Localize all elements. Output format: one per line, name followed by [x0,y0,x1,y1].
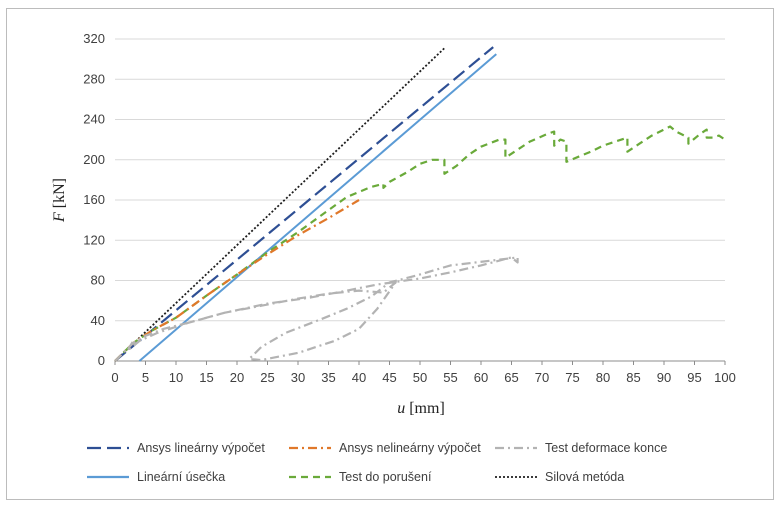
x-axis-unit: [mm] [409,400,445,417]
x-tick-label: 75 [565,370,579,385]
series-group [114,46,726,362]
y-tick-label: 320 [83,31,105,46]
y-tick-label: 240 [83,112,105,127]
y-tick-label: 120 [83,232,105,247]
x-tick-label: 30 [291,370,305,385]
y-tick-label: 80 [91,273,105,288]
x-tick-label: 45 [382,370,396,385]
x-tick-label: 25 [260,370,274,385]
series-line-3 [138,53,497,362]
x-tick-label: 55 [443,370,457,385]
y-tick-label: 200 [83,152,105,167]
x-tick-label: 50 [413,370,427,385]
y-tick-label: 160 [83,192,105,207]
x-tick-label: 35 [321,370,335,385]
series-line-4 [114,125,726,362]
x-tick-label: 100 [714,370,736,385]
y-axis-title: F [kN] [51,178,68,223]
x-tick-label: 65 [504,370,518,385]
x-tick-label: 80 [596,370,610,385]
x-tick-label: 95 [687,370,701,385]
series-line-2 [114,256,519,362]
y-tick-label: 280 [83,71,105,86]
chart-frame: 0 40 80 120 160 200 240 280 320 0 5 10 15 20 25 30 35 40 4… [6,8,774,500]
x-tick-label: 20 [230,370,244,385]
x-tick-label: 70 [535,370,549,385]
x-axis-title: u [mm] [397,400,445,417]
y-tick-label: 0 [98,353,105,368]
legend-label-4: Test do porušení [339,470,432,484]
x-tick-label: 5 [142,370,149,385]
tick-labels: 0 40 80 120 160 200 240 280 320 0 5 10 15 20 25 30 35 40 4… [83,31,736,385]
x-tick-label: 15 [199,370,213,385]
series-line-5 [114,46,447,362]
legend-label-3: Lineární úsečka [137,470,225,484]
legend-label-2: Test deformace konce [545,441,667,455]
x-tick-label: 85 [626,370,640,385]
grid-lines [115,38,725,322]
series-line-0 [114,46,494,362]
x-tick-label: 0 [111,370,118,385]
y-axis-variable: F [51,212,68,223]
x-tick-label: 10 [169,370,183,385]
legend-label-0: Ansys lineárny výpočet [137,441,265,455]
y-tick-label: 40 [91,313,105,328]
axes [114,360,726,365]
legend-label-1: Ansys nelineárny výpočet [339,441,481,455]
legend: Ansys lineárny výpočet Ansys nelineárny v… [87,441,667,484]
x-tick-label: 40 [352,370,366,385]
x-tick-label: 60 [474,370,488,385]
y-axis-unit: [kN] [51,178,68,208]
line-chart: 0 40 80 120 160 200 240 280 320 0 5 10 15 20 25 30 35 40 4… [51,31,736,484]
legend-label-5: Silová metóda [545,470,624,484]
x-axis-variable: u [397,400,405,417]
x-tick-label: 90 [657,370,671,385]
